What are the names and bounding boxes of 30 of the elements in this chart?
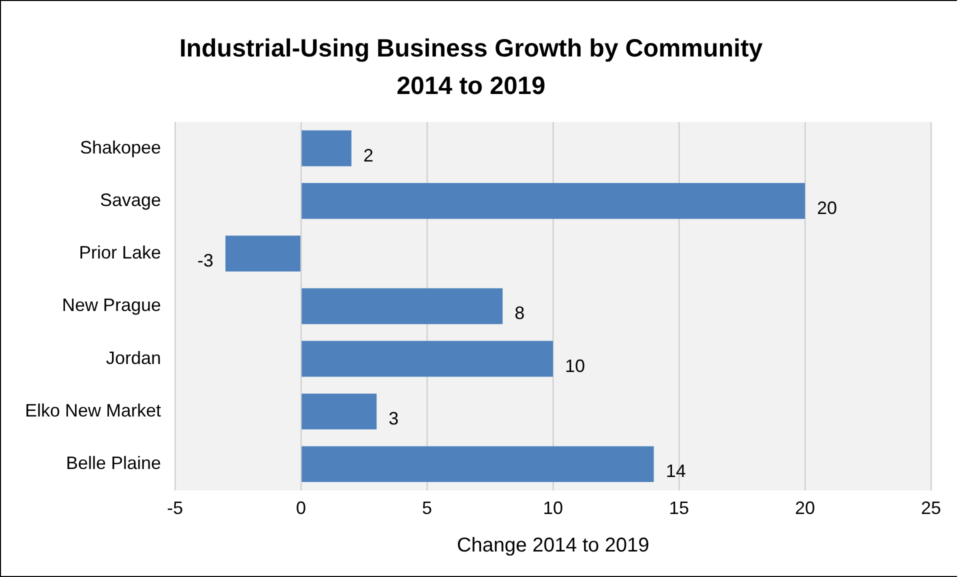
data-label: 20 — [817, 198, 838, 218]
y-tick-label: Belle Plaine — [66, 453, 162, 474]
data-label: 3 — [388, 408, 399, 428]
y-tick-label: New Prague — [62, 295, 162, 316]
data-label: 8 — [514, 303, 525, 324]
data-label: 14 — [666, 461, 686, 482]
y-tick-label: Elko New Market — [24, 400, 162, 420]
y-tick-label: Shakopee — [80, 137, 162, 158]
bar — [302, 183, 806, 219]
x-tick-label: 15 — [668, 498, 690, 518]
x-tick-label: 10 — [543, 498, 564, 518]
x-tick-label: 20 — [794, 498, 816, 518]
x-tick-label: 25 — [920, 498, 942, 518]
bar — [225, 236, 300, 272]
x-tick-label: 5 — [422, 498, 432, 518]
y-tick-label: Jordan — [106, 348, 162, 368]
bar — [302, 130, 352, 166]
bar — [302, 340, 554, 377]
bar — [302, 394, 377, 430]
bar — [302, 288, 503, 324]
x-tick-label: -5 — [167, 498, 184, 518]
x-axis-title: Change 2014 to 2019 — [456, 534, 650, 557]
y-tick-label: Savage — [100, 190, 162, 210]
chart-title: Industrial-Using Business Growth by Community 2014 to 2019 — [179, 34, 763, 100]
data-label: 2 — [363, 145, 374, 166]
x-tick-label: 0 — [296, 498, 306, 518]
data-label: 10 — [565, 356, 586, 376]
y-tick-label: Prior Lake — [78, 242, 162, 263]
data-label: -3 — [197, 250, 214, 271]
bar — [302, 446, 654, 482]
